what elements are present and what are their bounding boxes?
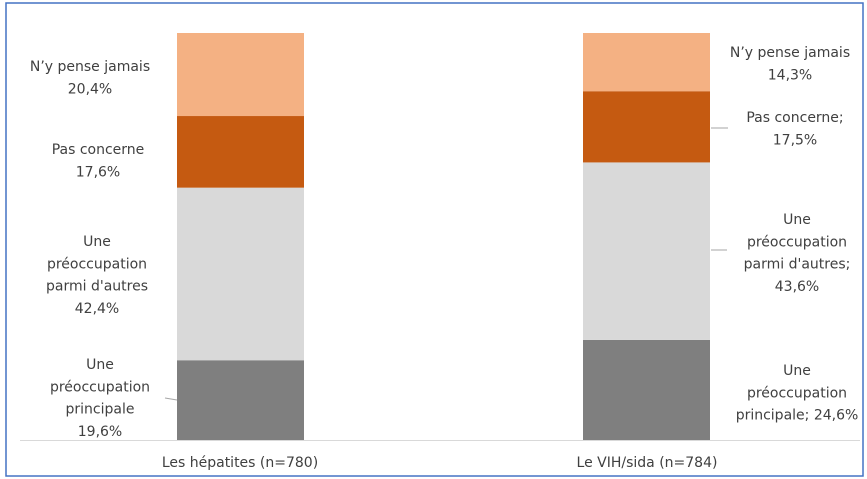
- data-label: Une préoccupation parmi d'autres 42,4%: [46, 234, 148, 317]
- data-label: Pas concerne 17,6%: [52, 142, 145, 180]
- data-label: Une préoccupation principale 19,6%: [50, 357, 150, 440]
- leader-line: [164, 397, 178, 401]
- bar-segment: [177, 187, 304, 361]
- bar-segment: [177, 360, 304, 440]
- data-label: N’y pense jamais 14,3%: [730, 45, 850, 83]
- chart-border: [5, 2, 864, 477]
- bar-segment: [583, 91, 710, 163]
- bar-segment: [583, 33, 710, 92]
- bar-segment: [583, 162, 710, 340]
- bar-segment: [177, 116, 304, 188]
- data-label: Pas concerne; 17,5%: [746, 110, 843, 148]
- x-tick-label: Le VIH/sida (n=784): [577, 455, 718, 471]
- bar-segment: [177, 33, 304, 117]
- data-label: N’y pense jamais 20,4%: [30, 59, 150, 97]
- data-label: Une préoccupation principale; 24,6%: [736, 363, 859, 424]
- data-label: Une préoccupation parmi d'autres; 43,6%: [744, 212, 851, 295]
- bar-segment: [583, 339, 710, 440]
- x-tick-label: Les hépatites (n=780): [162, 455, 318, 471]
